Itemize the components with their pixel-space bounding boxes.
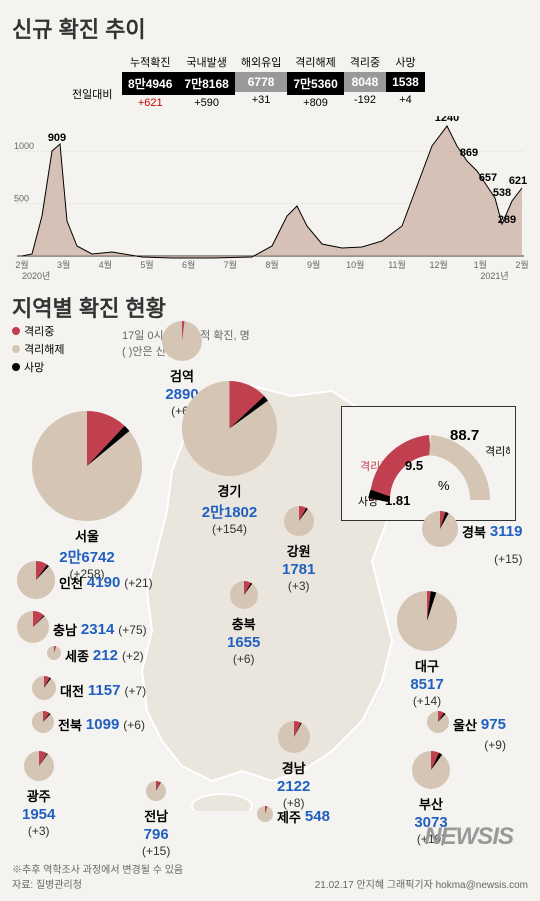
legend-item: 격리해제: [12, 341, 64, 357]
region-강원: 강원 1781 (+3): [282, 506, 315, 593]
svg-text:657: 657: [479, 172, 497, 184]
stats-table: 전일대비 누적확진 8만4946 +621 국내발생 7만8168 +590 해…: [72, 52, 528, 111]
stats-delta: +809: [287, 95, 343, 111]
region-경남: 경남 2122 (+8): [277, 721, 310, 810]
svg-text:869: 869: [460, 147, 478, 159]
stats-column: 국내발생 7만8168 +590: [178, 52, 234, 111]
region-전북: 전북 1099 (+6): [32, 711, 145, 738]
svg-text:%: %: [438, 478, 450, 493]
svg-text:538: 538: [493, 187, 511, 199]
region-대전: 대전 1157 (+7): [32, 676, 146, 705]
legend-item: 격리중: [12, 323, 64, 339]
svg-text:3월: 3월: [57, 259, 70, 270]
summary-active-label: 격리중: [360, 460, 390, 473]
stats-delta: -192: [344, 92, 386, 108]
stats-value: 8048: [344, 72, 386, 92]
region-서울: 서울 2만6742 (+258): [32, 411, 142, 581]
svg-text:909: 909: [48, 132, 66, 144]
svg-text:2월: 2월: [515, 259, 528, 270]
region-충북: 충북 1655 (+6): [227, 581, 260, 666]
stats-column: 격리중 8048 -192: [344, 52, 386, 111]
svg-text:2020년: 2020년: [22, 271, 50, 281]
svg-text:621: 621: [509, 175, 527, 187]
stats-header: 누적확진: [122, 52, 178, 72]
map-section: 지역별 확진 현황 17일 0시 기준 누적 확진, 명 ( )안은 신규확진 …: [12, 291, 528, 881]
svg-text:사망: 사망: [358, 495, 378, 508]
svg-text:7월: 7월: [224, 259, 237, 270]
stats-header: 해외유입: [235, 52, 287, 72]
footer-note: ※추후 역학조사 과정에서 변경될 수 있음: [12, 861, 528, 876]
stats-value: 6778: [235, 72, 287, 92]
svg-text:2월: 2월: [15, 259, 28, 270]
svg-text:500: 500: [14, 194, 29, 204]
region-광주: 광주 1954 (+3): [22, 751, 55, 838]
map-title: 지역별 확진 현황: [12, 291, 528, 323]
stats-column: 해외유입 6778 +31: [235, 52, 287, 111]
svg-text:5월: 5월: [140, 259, 153, 270]
svg-text:1240: 1240: [435, 116, 459, 124]
stats-header: 격리해제: [287, 52, 343, 72]
delta-row-label: 전일대비: [72, 84, 122, 104]
svg-text:11월: 11월: [388, 259, 406, 270]
stats-column: 격리해제 7만5360 +809: [287, 52, 343, 111]
stats-delta: +621: [122, 95, 178, 111]
summary-box: 격리중 9.5 88.7 격리해제 사망 1.81 %: [341, 406, 516, 521]
svg-text:9월: 9월: [307, 259, 320, 270]
region-인천: 인천 4190 (+21): [17, 561, 153, 604]
svg-text:12월: 12월: [430, 259, 448, 270]
region-세종: 세종 212 (+2): [47, 646, 144, 665]
region-제주: 제주 548: [257, 806, 334, 827]
stats-header: 사망: [386, 52, 425, 72]
stats-value: 1538: [386, 72, 425, 92]
svg-text:9.5: 9.5: [405, 458, 423, 473]
svg-text:1000: 1000: [14, 141, 34, 151]
legend-item: 사망: [12, 359, 64, 375]
footer-credit: 안지혜 그래픽기자 hokma@newsis.com: [356, 880, 528, 891]
region-경북: 경북 3119 (+15): [422, 511, 522, 566]
trend-title: 신규 확진 추이: [12, 12, 528, 44]
region-울산: 울산 975 (+9): [427, 711, 506, 752]
svg-text:88.7: 88.7: [450, 427, 479, 444]
region-전남: 전남 796 (+15): [142, 781, 170, 858]
stats-delta: +4: [386, 92, 425, 108]
svg-text:2021년: 2021년: [480, 271, 508, 281]
stats-delta: +590: [178, 95, 234, 111]
stats-value: 7만8168: [178, 72, 234, 95]
stats-column: 사망 1538 +4: [386, 52, 425, 111]
stats-value: 8만4946: [122, 72, 178, 95]
region-경기: 경기 2만1802 (+154): [182, 381, 277, 536]
svg-text:격리해제: 격리해제: [485, 444, 510, 458]
stats-header: 격리중: [344, 52, 386, 72]
region-충남: 충남 2314 (+75): [17, 611, 147, 648]
watermark: NEWSIS: [424, 823, 513, 851]
footer: ※추후 역학조사 과정에서 변경될 수 있음 자료: 질병관리청 21.02.1…: [12, 861, 528, 891]
stats-value: 7만5360: [287, 72, 343, 95]
stats-column: 누적확진 8만4946 +621: [122, 52, 178, 111]
svg-text:6월: 6월: [182, 259, 195, 270]
svg-text:1월: 1월: [474, 259, 487, 270]
footer-date: 21.02.17: [315, 880, 354, 891]
stats-delta: +31: [235, 92, 287, 108]
stats-header: 국내발생: [178, 52, 234, 72]
legend: 격리중격리해제사망: [12, 323, 64, 377]
trend-section: 신규 확진 추이 전일대비 누적확진 8만4946 +621 국내발생 7만81…: [12, 12, 528, 281]
svg-text:289: 289: [498, 214, 516, 226]
region-대구: 대구 8517 (+14): [397, 591, 457, 708]
trend-chart: 50010002월3월4월5월6월7월8월9월10월11월12월1월2월2020…: [12, 116, 528, 281]
svg-text:10월: 10월: [346, 259, 364, 270]
svg-text:4월: 4월: [99, 259, 112, 270]
svg-text:1.81: 1.81: [385, 493, 410, 508]
svg-text:8월: 8월: [265, 259, 278, 270]
